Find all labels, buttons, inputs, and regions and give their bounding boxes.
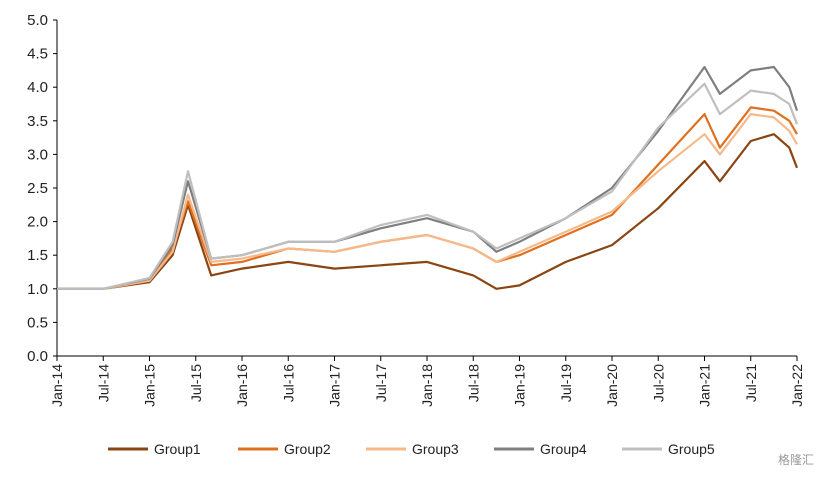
x-tick-label: Jul-15	[188, 364, 204, 402]
legend-label-group5: Group5	[668, 441, 715, 457]
x-tick-label: Jul-14	[95, 364, 111, 402]
y-tick-label: 4.0	[27, 79, 48, 96]
x-tick-label: Jan-20	[604, 364, 620, 407]
x-tick-label: Jan-21	[697, 364, 713, 407]
y-tick-label: 4.5	[27, 46, 48, 63]
x-tick-label: Jan-15	[142, 364, 158, 407]
plot-lines	[57, 65, 799, 290]
x-tick-label: Jul-16	[280, 364, 296, 402]
x-tick-label: Jul-18	[465, 364, 481, 402]
x-tick-label: Jan-16	[234, 364, 250, 407]
y-tick-label: 0.5	[27, 314, 48, 331]
legend-label-group4: Group4	[540, 441, 587, 457]
legend-label-group1: Group1	[154, 441, 201, 457]
y-tick-label: 0.0	[27, 348, 48, 365]
x-tick-label: Jan-14	[49, 364, 65, 407]
series-line-group5	[57, 82, 799, 290]
x-tick-label: Jul-19	[558, 364, 574, 402]
watermark: 格隆汇	[777, 453, 814, 467]
x-tick-label: Jul-20	[650, 364, 666, 402]
x-tick-label: Jan-22	[789, 364, 805, 407]
series-line-group3	[57, 113, 798, 290]
x-tick-label: Jul-17	[373, 364, 389, 402]
series-line-group1	[57, 133, 799, 290]
y-tick-label: 1.0	[27, 281, 48, 298]
y-tick-label: 2.5	[27, 180, 48, 197]
y-tick-label: 2.0	[27, 214, 48, 231]
legend-label-group2: Group2	[284, 441, 331, 457]
y-tick-label: 5.0	[27, 12, 48, 29]
legend: Group1 Group2 Group3 Group4 Group5	[108, 441, 715, 457]
x-tick-label: Jan-18	[419, 364, 435, 407]
axes: 0.0 0.5 1.0 1.5 2.0 2.5 3.0 3.5 4.0 4.5 5.0 Jan-14 J…	[27, 12, 805, 407]
y-tick-label: 1.5	[27, 247, 48, 264]
y-tick-label: 3.0	[27, 146, 48, 163]
y-tick-label: 3.5	[27, 113, 48, 130]
x-tick-label: Jul-21	[743, 364, 759, 402]
legend-label-group3: Group3	[412, 441, 459, 457]
x-tick-label: Jan-19	[512, 364, 528, 407]
x-tick-label: Jan-17	[327, 364, 343, 407]
